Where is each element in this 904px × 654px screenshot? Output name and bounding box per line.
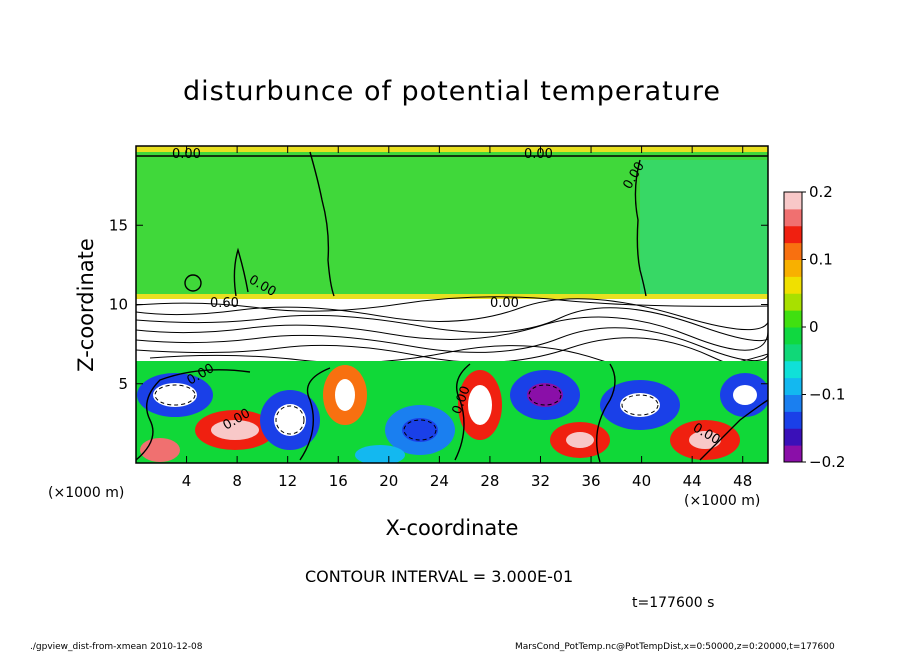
y-tick-label: 5 (118, 375, 128, 393)
colorbar-segment (784, 225, 802, 244)
x-tick-label: 16 (329, 472, 348, 490)
colorbar-segment (784, 242, 802, 260)
top-boundary-band (136, 146, 768, 152)
colorbar-segment (784, 360, 802, 379)
contour-label: 0.60 (210, 296, 239, 311)
colorbar (784, 192, 802, 463)
colorbar-segment (784, 428, 802, 446)
x-tick-label: 40 (632, 472, 651, 490)
colorbar-tick-label: −0.1 (809, 386, 845, 404)
x-tick-label: 12 (278, 472, 297, 490)
upper-contours (136, 151, 768, 463)
chart-title: disturbunce of potential temperature (183, 76, 721, 107)
colorbar-tick-label: 0.1 (809, 251, 833, 269)
colorbar-segment (784, 394, 802, 412)
inversion-band (136, 294, 768, 299)
x-tick-label: 28 (480, 472, 499, 490)
colorbar-tick-label: −0.2 (809, 453, 845, 471)
cyan-patch (640, 160, 768, 298)
x-tick-label: 8 (232, 472, 242, 490)
x-axis-label: X-coordinate (386, 516, 519, 540)
dashed-contours (154, 384, 659, 441)
x-tick-label: 48 (733, 472, 752, 490)
contour-label: 0.00 (172, 147, 201, 162)
y-tick-label: 10 (109, 296, 128, 314)
colorbar-segment (784, 192, 802, 210)
x-axis-unit: (×1000 m) (684, 493, 760, 509)
x-tick-label: 4 (182, 472, 192, 490)
x-tick-label: 20 (379, 472, 398, 490)
x-tick-label: 44 (683, 472, 702, 490)
contour-interval-note: CONTOUR INTERVAL = 3.000E-01 (305, 567, 574, 586)
colorbar-segment (784, 259, 802, 277)
x-tick-label: 32 (531, 472, 550, 490)
x-tick-label: 24 (430, 472, 449, 490)
y-tick-label: 15 (109, 216, 128, 234)
footer-left: ./gpview_dist-from-xmean 2010-12-08 (30, 642, 203, 652)
colorbar-segment (784, 276, 802, 294)
colorbar-segment (784, 327, 802, 345)
convective-eddies (137, 365, 768, 463)
colorbar-segment (784, 411, 802, 429)
colorbar-segment (784, 293, 802, 311)
y-axis-ticks: 5 10 15 (109, 216, 768, 393)
time-label: t=177600 s (632, 595, 715, 611)
x-tick-label: 36 (581, 472, 600, 490)
footer-right: MarsCond_PotTemp.nc@PotTempDist,x=0:5000… (515, 642, 835, 652)
colorbar-segment (784, 445, 802, 463)
colorbar-segment (784, 208, 802, 227)
colorbar-segment (784, 377, 802, 395)
colorbar-tick-label: 0.2 (809, 183, 833, 201)
y-axis-unit: (×1000 m) (48, 485, 124, 501)
colorbar-segment (784, 310, 802, 328)
colorbar-segment (784, 343, 802, 362)
colorbar-tick-label: 0 (809, 318, 819, 336)
contour-label: 0.00 (524, 147, 553, 162)
x-axis-ticks: 4 8 12 16 20 24 28 32 36 40 44 48 (182, 146, 752, 490)
contour-label: 0.00 (490, 296, 519, 311)
y-axis-label: Z-coordinate (74, 238, 98, 372)
colorbar-ticks: 0.2 0.1 0 −0.1 −0.2 (802, 183, 845, 471)
